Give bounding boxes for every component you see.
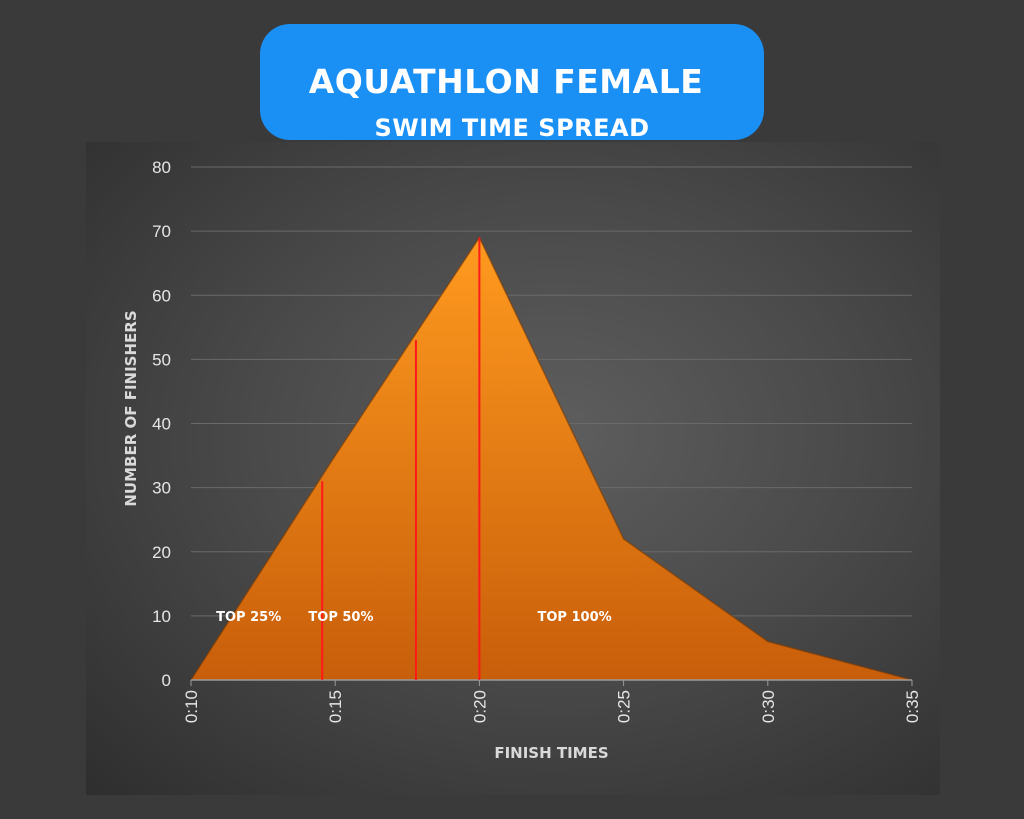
region-label: TOP 25% bbox=[216, 610, 281, 625]
x-tick-labels: 0:10 0:15 0:20 0:25 0:30 0:35 bbox=[182, 680, 922, 723]
y-tick-label: 20 bbox=[152, 543, 171, 562]
chart-subtitle: SWIM TIME SPREAD bbox=[374, 114, 650, 142]
x-tick-label: 0:35 bbox=[903, 690, 922, 723]
area-fill bbox=[191, 237, 912, 680]
area-series bbox=[190, 236, 913, 681]
x-tick-label: 0:10 bbox=[182, 690, 201, 723]
y-tick-label: 10 bbox=[152, 607, 171, 626]
region-label: TOP 50% bbox=[308, 610, 373, 625]
y-tick-label: 60 bbox=[152, 286, 171, 305]
x-tick-label: 0:15 bbox=[326, 690, 345, 723]
x-tick-label: 0:25 bbox=[615, 690, 634, 723]
chart-panel: 0 10 20 30 40 50 60 70 80 TOP 25% TOP 50% TOP 100%… bbox=[86, 142, 940, 795]
x-axis-title: FINISH TIMES bbox=[494, 744, 608, 762]
y-tick-label: 80 bbox=[152, 158, 171, 177]
title-banner: AQUATHLON FEMALE SWIM TIME SPREAD bbox=[260, 24, 764, 142]
x-tick-label: 0:30 bbox=[759, 690, 778, 723]
y-tick-labels: 0 10 20 30 40 50 60 70 80 bbox=[152, 158, 171, 690]
y-tick-label: 70 bbox=[152, 222, 171, 241]
x-tick-label: 0:20 bbox=[470, 690, 489, 723]
area-chart: 0 10 20 30 40 50 60 70 80 TOP 25% TOP 50% TOP 100%… bbox=[122, 158, 922, 762]
y-axis-title: NUMBER OF FINISHERS bbox=[122, 310, 140, 506]
region-label: TOP 100% bbox=[538, 610, 612, 625]
area-outline bbox=[190, 236, 913, 681]
percentile-markers: TOP 25% TOP 50% TOP 100% bbox=[216, 237, 612, 680]
y-tick-label: 50 bbox=[152, 350, 171, 369]
chart-title: AQUATHLON FEMALE bbox=[308, 62, 704, 101]
y-tick-label: 0 bbox=[162, 671, 171, 690]
y-tick-label: 30 bbox=[152, 479, 171, 498]
y-tick-label: 40 bbox=[152, 415, 171, 434]
